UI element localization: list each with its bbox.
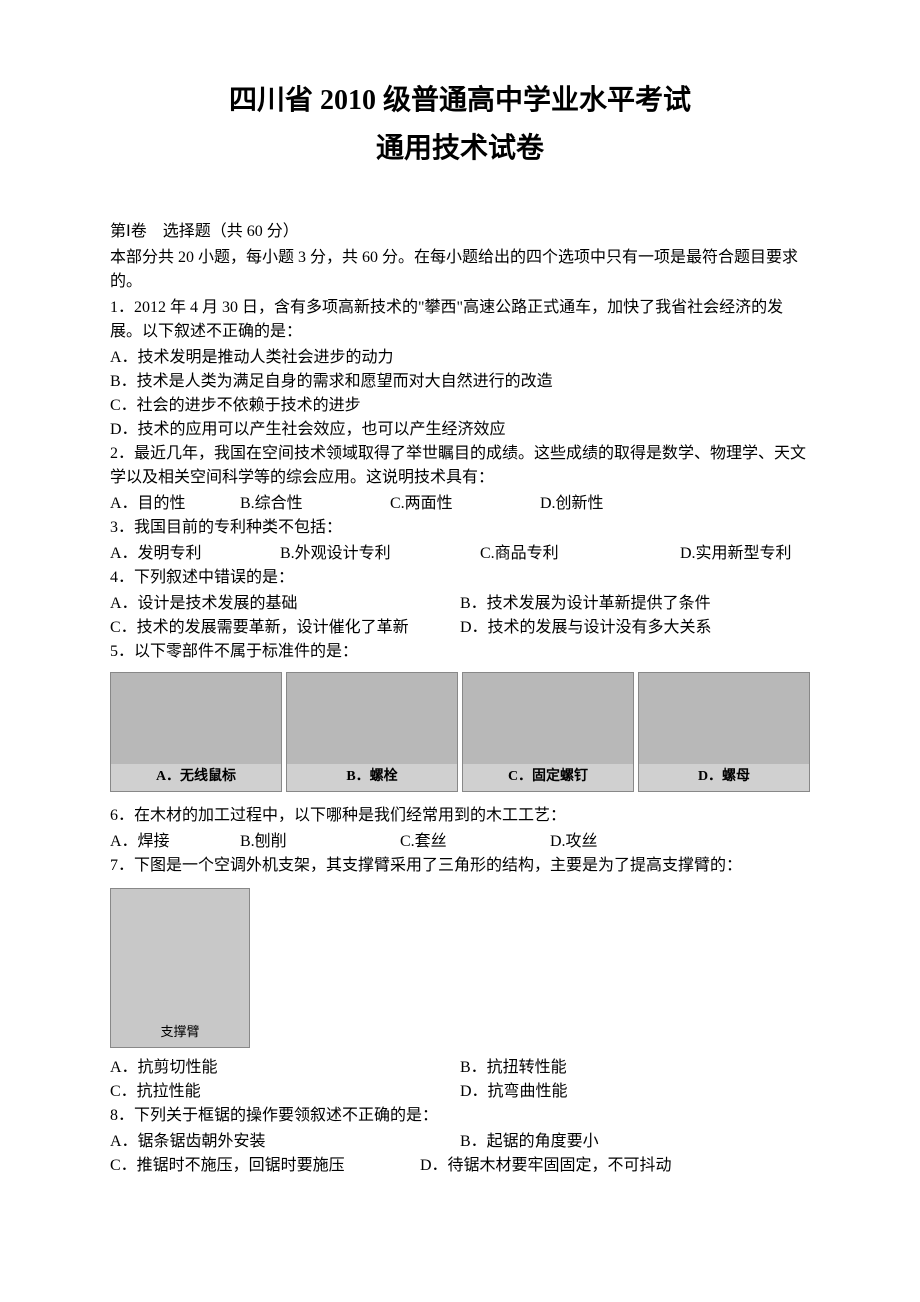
nut-icon <box>639 673 809 764</box>
q2-stem: 2．最近几年，我国在空间技术领域取得了举世瞩目的成绩。这些成绩的取得是数学、物理… <box>110 442 810 490</box>
q2-option-b: B.综合性 <box>240 492 390 516</box>
q4-option-a: A．设计是技术发展的基础 <box>110 592 460 616</box>
q3-option-c: C.商品专利 <box>480 542 680 566</box>
q7-option-b: B．抗扭转性能 <box>460 1056 810 1080</box>
q6-option-d: D.攻丝 <box>550 830 670 854</box>
q5-img-a: A．无线鼠标 <box>110 672 282 792</box>
q8-stem: 8．下列关于框锯的操作要领叙述不正确的是： <box>110 1104 810 1128</box>
q7-bracket-image: 支撑臂 <box>110 888 250 1048</box>
mouse-icon <box>111 673 281 764</box>
instruction: 本部分共 20 小题，每小题 3 分，共 60 分。在每小题给出的四个选项中只有… <box>110 246 810 294</box>
q2-option-d: D.创新性 <box>540 492 690 516</box>
section-header: 第Ⅰ卷 选择题（共 60 分） <box>110 220 810 244</box>
q5-img-b-label: B．螺栓 <box>346 766 397 787</box>
q8-option-c: C．推锯时不施压，回锯时要施压 <box>110 1154 420 1178</box>
q5-img-d-label: D．螺母 <box>698 766 750 787</box>
q8-option-b: B．起锯的角度要小 <box>460 1130 810 1154</box>
q1-option-a: A．技术发明是推动人类社会进步的动力 <box>110 346 810 370</box>
q6-option-a: A．焊接 <box>110 830 240 854</box>
q6-option-b: B.刨削 <box>240 830 400 854</box>
title-main: 四川省 2010 级普通高中学业水平考试 <box>110 80 810 122</box>
q3-option-b: B.外观设计专利 <box>280 542 480 566</box>
q8-option-a: A．锯条锯齿朝外安装 <box>110 1130 460 1154</box>
q2-option-c: C.两面性 <box>390 492 540 516</box>
q3-option-d: D.实用新型专利 <box>680 542 830 566</box>
q4-option-b: B．技术发展为设计革新提供了条件 <box>460 592 810 616</box>
q3-stem: 3．我国目前的专利种类不包括： <box>110 516 810 540</box>
q7-img-label: 支撑臂 <box>160 1022 199 1042</box>
screw-icon <box>463 673 633 764</box>
q5-img-b: B．螺栓 <box>286 672 458 792</box>
q2-option-a: A．目的性 <box>110 492 240 516</box>
q7-stem: 7．下图是一个空调外机支架，其支撑臂采用了三角形的结构，主要是为了提高支撑臂的： <box>110 854 810 878</box>
bolt-icon <box>287 673 457 764</box>
q5-img-a-label: A．无线鼠标 <box>156 766 236 787</box>
q3-option-a: A．发明专利 <box>110 542 280 566</box>
q4-stem: 4．下列叙述中错误的是： <box>110 566 810 590</box>
q5-image-strip: A．无线鼠标 B．螺栓 C．固定螺钉 D．螺母 <box>110 672 810 792</box>
q8-option-d: D．待锯木材要牢固固定，不可抖动 <box>420 1154 810 1178</box>
q7-option-d: D．抗弯曲性能 <box>460 1080 810 1104</box>
q1-stem: 1．2012 年 4 月 30 日，含有多项高新技术的"攀西"高速公路正式通车，… <box>110 296 810 344</box>
q4-option-d: D．技术的发展与设计没有多大关系 <box>460 616 810 640</box>
q4-option-c: C．技术的发展需要革新，设计催化了革新 <box>110 616 460 640</box>
q7-option-a: A．抗剪切性能 <box>110 1056 460 1080</box>
q6-stem: 6．在木材的加工过程中，以下哪种是我们经常用到的木工工艺： <box>110 804 810 828</box>
q7-option-c: C．抗拉性能 <box>110 1080 460 1104</box>
q6-option-c: C.套丝 <box>400 830 550 854</box>
title-sub: 通用技术试卷 <box>110 128 810 170</box>
q5-img-c-label: C．固定螺钉 <box>508 766 588 787</box>
q1-option-b: B．技术是人类为满足自身的需求和愿望而对大自然进行的改造 <box>110 370 810 394</box>
q1-option-c: C．社会的进步不依赖于技术的进步 <box>110 394 810 418</box>
q5-img-d: D．螺母 <box>638 672 810 792</box>
q1-option-d: D．技术的应用可以产生社会效应，也可以产生经济效应 <box>110 418 810 442</box>
q5-stem: 5．以下零部件不属于标准件的是： <box>110 640 810 664</box>
q5-img-c: C．固定螺钉 <box>462 672 634 792</box>
